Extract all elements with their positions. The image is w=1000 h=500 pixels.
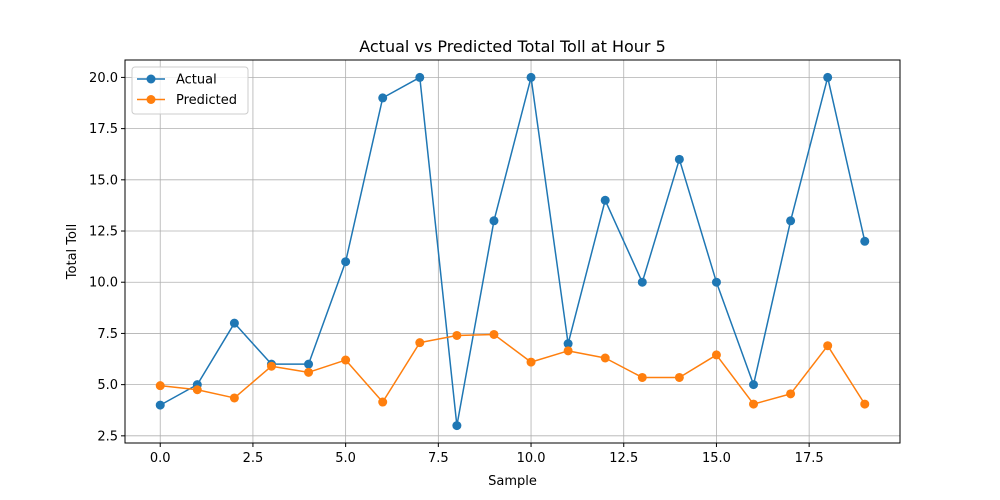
data-point-actual: [749, 380, 759, 390]
x-tick-label: 10.0: [517, 451, 546, 466]
legend-label-actual: Actual: [176, 73, 217, 88]
data-point-predicted: [489, 329, 499, 339]
legend-marker-predicted: [146, 95, 156, 104]
data-point-predicted: [155, 381, 165, 391]
data-point-actual: [229, 318, 239, 328]
data-point-predicted: [674, 372, 684, 382]
series-predicted: [155, 329, 870, 409]
plot-frame: [124, 59, 901, 444]
legend-label-predicted: Predicted: [176, 93, 237, 108]
data-point-predicted: [229, 393, 239, 403]
data-point-predicted: [749, 399, 759, 409]
legend: Actual Predicted: [131, 66, 249, 115]
data-point-actual: [155, 400, 165, 410]
y-tick-label: 7.5: [97, 327, 118, 342]
data-point-actual: [341, 257, 351, 267]
grid: [125, 60, 900, 443]
data-point-predicted: [786, 389, 796, 399]
y-tick-label: 10.0: [89, 276, 118, 291]
series-layer: [155, 72, 870, 431]
legend-marker-actual: [146, 74, 156, 84]
x-tick-label: 15.0: [702, 451, 731, 466]
y-tick-label: 12.5: [89, 225, 118, 240]
data-point-actual: [600, 195, 610, 205]
y-tick-label: 17.5: [89, 122, 118, 137]
data-point-actual: [452, 421, 462, 431]
data-point-predicted: [266, 361, 276, 371]
data-point-predicted: [378, 397, 388, 407]
y-axis-label: Total Toll: [65, 224, 80, 280]
data-point-predicted: [563, 346, 573, 356]
data-point-actual: [860, 236, 870, 246]
y-tick-label: 20.0: [89, 71, 118, 86]
data-point-actual: [711, 277, 721, 287]
data-point-actual: [526, 72, 536, 82]
y-tick-label: 5.0: [97, 378, 118, 393]
x-tick-label: 12.5: [609, 451, 638, 466]
data-point-predicted: [192, 385, 202, 395]
data-point-actual: [304, 359, 314, 369]
axis-ticks: 0.0 2.5 5.0 7.5 10.0 12.5 15.0 17.5 2.5 5.0 7.5 10.…: [89, 71, 824, 466]
data-point-predicted: [637, 372, 647, 382]
data-point-actual: [674, 154, 684, 164]
legend-entries: Actual Predicted: [137, 73, 237, 108]
data-point-predicted: [415, 338, 425, 348]
data-point-predicted: [860, 399, 870, 409]
y-tick-label: 2.5: [97, 429, 118, 444]
x-tick-label: 17.5: [795, 451, 824, 466]
data-point-predicted: [711, 350, 721, 360]
x-tick-label: 7.5: [428, 451, 449, 466]
data-point-predicted: [304, 367, 314, 377]
chart-title: Actual vs Predicted Total Toll at Hour 5: [359, 37, 666, 56]
data-point-actual: [637, 277, 647, 287]
series-line-actual: [159, 76, 866, 427]
data-point-predicted: [823, 341, 833, 351]
data-point-predicted: [600, 353, 610, 363]
data-point-predicted: [526, 357, 536, 367]
data-point-actual: [489, 216, 499, 226]
data-point-predicted: [452, 330, 462, 340]
data-point-actual: [786, 216, 796, 226]
series-line-predicted: [160, 333, 866, 405]
x-tick-label: 2.5: [243, 451, 264, 466]
data-point-predicted: [341, 355, 351, 365]
data-point-actual: [563, 339, 573, 349]
x-tick-label: 0.0: [150, 451, 171, 466]
data-point-actual: [378, 93, 388, 103]
x-axis-label: Sample: [488, 474, 537, 489]
x-tick-label: 5.0: [335, 451, 356, 466]
data-point-actual: [823, 72, 833, 82]
y-tick-label: 15.0: [89, 173, 118, 188]
data-point-actual: [415, 72, 425, 82]
